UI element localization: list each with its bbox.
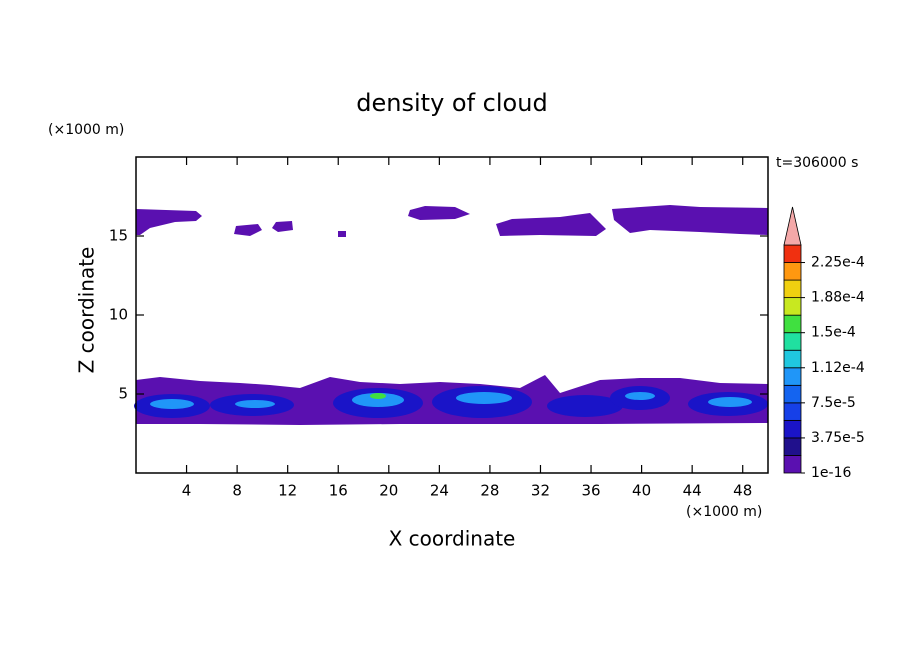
x-tick-label: 28 — [480, 482, 499, 500]
cloud-core — [150, 392, 752, 409]
cloud-region — [370, 393, 386, 399]
x-axis-label: X coordinate — [389, 527, 516, 551]
colorbar-tick-label: 7.5e-5 — [811, 395, 856, 411]
cloud-region — [708, 397, 752, 407]
colorbar-box — [783, 455, 802, 474]
colorbar-box — [783, 314, 802, 334]
colorbar-tick-label: 3.75e-5 — [811, 430, 865, 446]
colorbar-tick-label: 1e-16 — [811, 465, 851, 481]
x-tick-label: 8 — [232, 482, 242, 500]
colorbar-tick-label: 1.5e-4 — [811, 325, 856, 341]
cloud-region — [456, 392, 512, 404]
y-tick-label: 5 — [118, 385, 128, 403]
x-tick-label: 12 — [278, 482, 297, 500]
colorbar-box — [783, 262, 802, 281]
cloud-region — [612, 205, 768, 235]
plot-frame — [135, 156, 769, 474]
cloud-region — [496, 213, 606, 236]
colorbar-box — [783, 297, 802, 316]
x-tick-label: 24 — [430, 482, 449, 500]
colorbar-box — [783, 384, 802, 404]
x-tick-label: 32 — [531, 482, 550, 500]
colorbar-box — [783, 332, 802, 351]
colorbar-box — [783, 367, 802, 386]
y-tick-label: 10 — [109, 306, 128, 324]
x-tick-label: 40 — [632, 482, 651, 500]
x-tick-label: 48 — [733, 482, 752, 500]
cloud-region — [408, 206, 470, 220]
cloud-region — [234, 224, 262, 236]
colorbar-tick-label: 1.12e-4 — [811, 360, 865, 376]
cloud-region — [272, 221, 293, 232]
colorbar-box — [783, 279, 802, 299]
x-tick-label: 4 — [182, 482, 192, 500]
colorbar-box — [783, 244, 802, 263]
x-tick-label: 16 — [329, 482, 348, 500]
x-tick-label: 44 — [683, 482, 702, 500]
colorbar-tick-label: 2.25e-4 — [811, 255, 865, 271]
cloud-region — [338, 231, 346, 237]
colorbar-box — [783, 349, 802, 369]
cloud-field — [134, 205, 768, 425]
colorbar-tick-label: 1.88e-4 — [811, 290, 865, 306]
cloud-region — [547, 395, 623, 417]
x-unit: (×1000 m) — [686, 504, 762, 520]
colorbar-extend — [783, 206, 802, 246]
cloud-region — [352, 393, 404, 407]
colorbar-box — [783, 437, 802, 456]
y-axis-label: Z coordinate — [75, 247, 99, 374]
chart-title: density of cloud — [356, 89, 547, 117]
y-unit: (×1000 m) — [48, 122, 124, 138]
colorbar-box — [783, 419, 802, 439]
cloud-region — [150, 399, 194, 409]
cloud-region — [235, 400, 275, 408]
colorbar-box — [783, 402, 802, 421]
cloud-region — [136, 209, 202, 235]
x-tick-label: 20 — [379, 482, 398, 500]
time-label: t=306000 s — [776, 155, 858, 171]
cloud-region — [625, 392, 655, 400]
y-tick-label: 15 — [109, 227, 128, 245]
x-tick-label: 36 — [581, 482, 600, 500]
upper-cloud — [136, 205, 768, 237]
